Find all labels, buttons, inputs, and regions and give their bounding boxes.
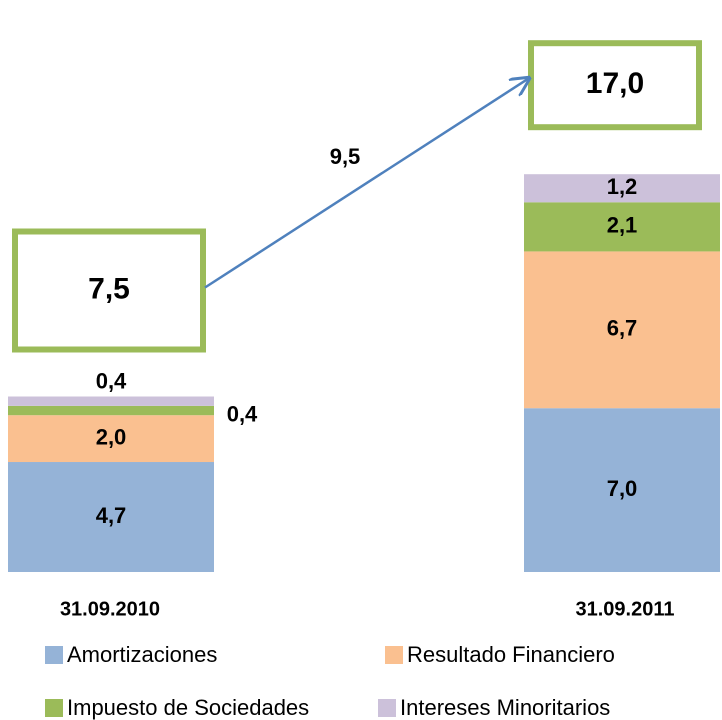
value-label: 6,7 [607,316,638,341]
total-box [528,40,702,131]
difference-arrow [204,78,529,289]
x-tick-label: 31.09.2010 [60,598,160,620]
legend-label: Intereses Minoritarios [400,695,610,720]
total-label: 7,5 [88,272,130,305]
legend-swatch [378,699,396,717]
bar-segment [8,405,214,416]
legend-label: Amortizaciones [67,642,217,667]
value-label: 7,0 [607,476,638,501]
legend-label: Impuesto de Sociedades [67,695,309,720]
value-label: 4,7 [96,503,127,528]
total-label: 17,0 [586,67,644,100]
bar-segment [524,174,720,203]
legend-swatch [45,699,63,717]
legend-label: Resultado Financiero [407,642,615,667]
bar-segment [8,415,214,463]
bar-segment [524,408,720,572]
total-box [12,228,206,353]
value-label: 0,4 [96,368,127,393]
difference-label: 9,5 [330,144,361,169]
value-label: 2,1 [607,213,638,238]
bar-segment [8,462,214,572]
bar-segment [524,202,720,252]
bar-segment [524,251,720,409]
bar-segment [8,396,214,406]
value-label: 0,4 [227,402,258,427]
value-label: 1,2 [607,174,638,199]
x-tick-label: 31.09.2011 [576,598,675,620]
legend-swatch [385,646,403,664]
value-label: 2,0 [96,424,127,449]
legend-swatch [45,646,63,664]
